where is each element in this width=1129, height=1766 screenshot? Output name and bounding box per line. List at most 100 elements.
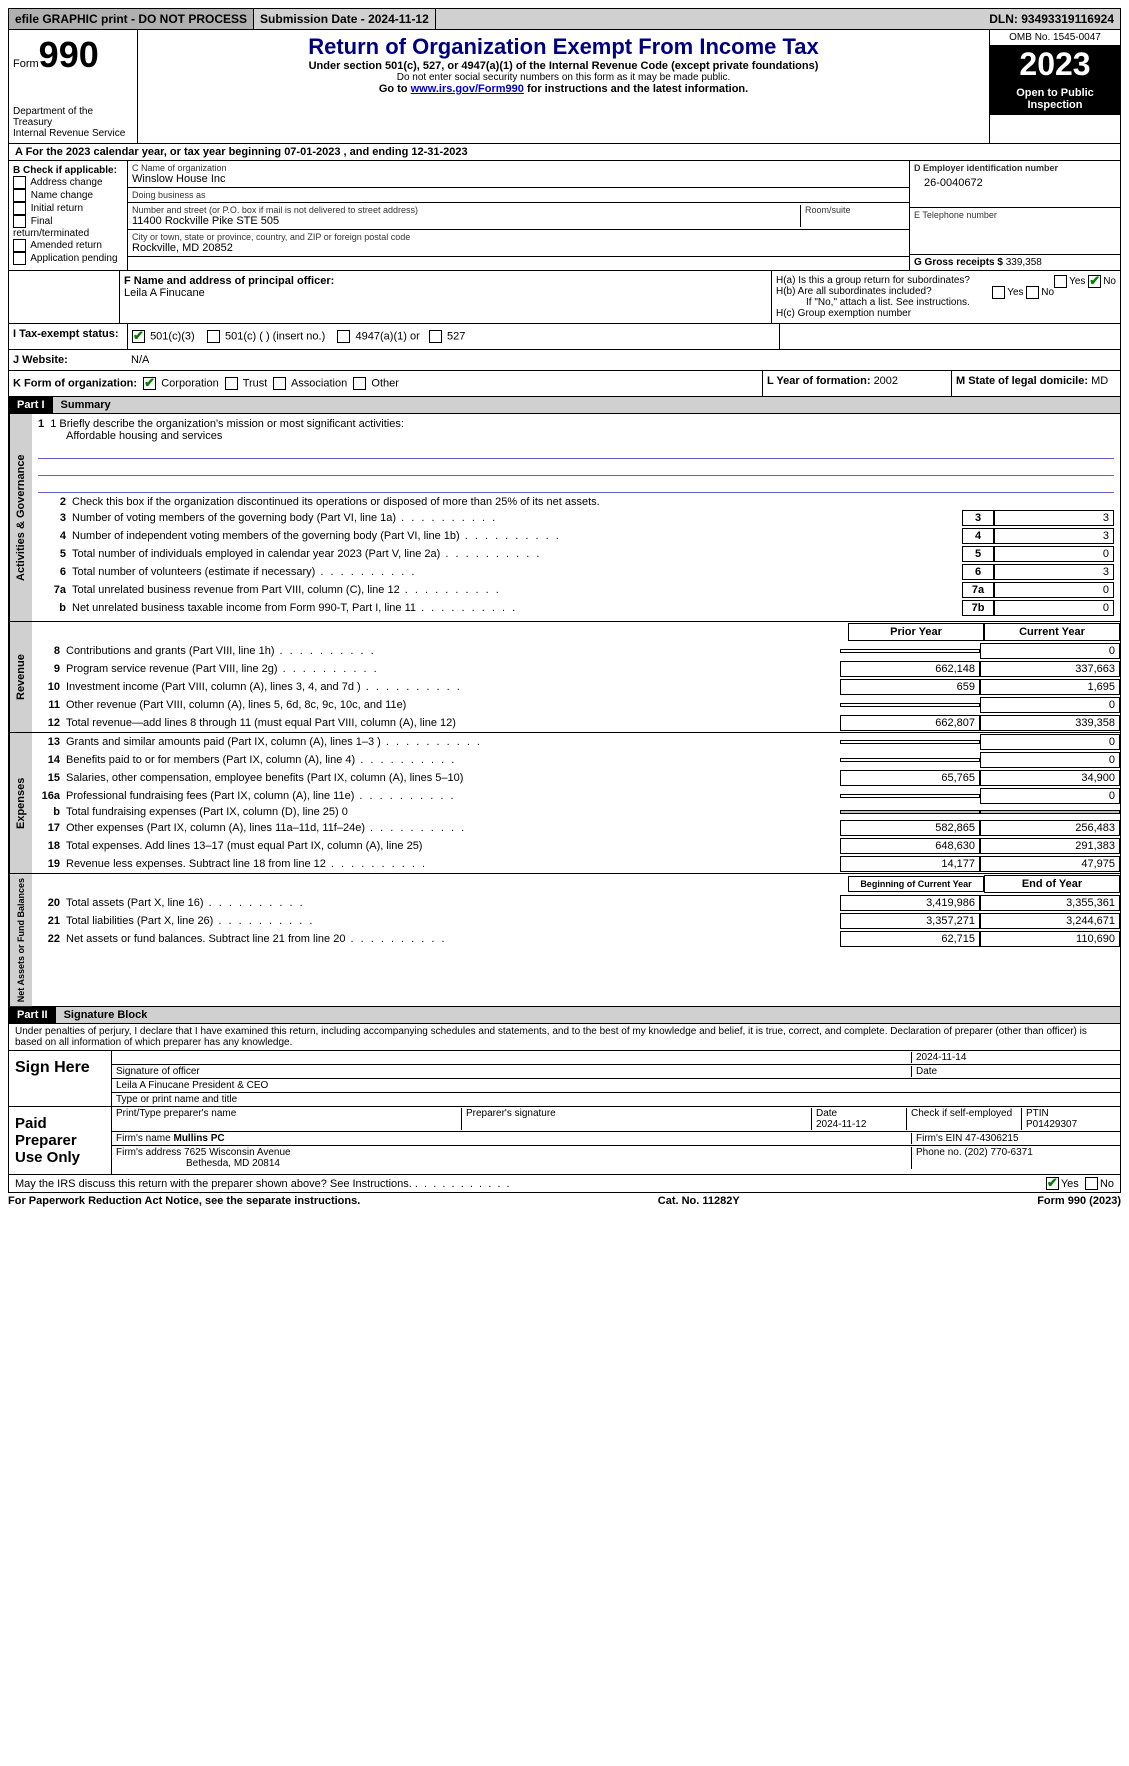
line-10-desc: Investment income (Part VIII, column (A)… [66, 681, 840, 693]
gross-receipts-label: G Gross receipts $ [914, 257, 1006, 268]
line-15-desc: Salaries, other compensation, employee b… [66, 772, 840, 784]
chk-501c3[interactable] [132, 330, 145, 343]
chk-ha-no[interactable] [1088, 275, 1101, 288]
cat-no: Cat. No. 11282Y [360, 1195, 1037, 1207]
state-domicile-label: M State of legal domicile: [956, 375, 1088, 387]
sign-date: 2024-11-14 [911, 1052, 1116, 1063]
chk-discuss-no[interactable] [1085, 1177, 1098, 1190]
col-eoy: End of Year [984, 875, 1120, 893]
signature-block: Sign Here 2024-11-14 Signature of office… [8, 1051, 1121, 1193]
line-17-c: 256,483 [980, 820, 1120, 836]
topbar: efile GRAPHIC print - DO NOT PROCESS Sub… [8, 8, 1121, 30]
line-21-c: 3,244,671 [980, 913, 1120, 929]
mission-blank [38, 444, 1114, 459]
date-label: Date [911, 1066, 1116, 1077]
col-prior: Prior Year [848, 623, 984, 641]
form-header: Form990 Department of the Treasury Inter… [8, 30, 1121, 144]
tab-revenue: Revenue [9, 622, 32, 732]
line-19-c: 47,975 [980, 856, 1120, 872]
self-employed-label: Check if self-employed [907, 1108, 1022, 1130]
firm-addr2: Bethesda, MD 20814 [116, 1158, 280, 1169]
chk-hb-yes[interactable] [992, 286, 1005, 299]
line-7b-desc: Net unrelated business taxable income fr… [72, 602, 962, 614]
line-8-current: 0 [980, 643, 1120, 659]
line-16b-c [980, 810, 1120, 814]
submission-date: Submission Date - 2024-11-12 [254, 9, 436, 29]
line-11-prior [840, 703, 980, 707]
col-boy: Beginning of Current Year [848, 876, 984, 892]
line-12-current: 339,358 [980, 715, 1120, 731]
type-print-label: Type or print name and title [112, 1093, 1120, 1106]
line-17-desc: Other expenses (Part IX, column (A), lin… [66, 822, 840, 834]
line-18-p: 648,630 [840, 838, 980, 854]
mission-text: Affordable housing and services [38, 430, 1114, 442]
mission-blank [38, 478, 1114, 493]
line-15-c: 34,900 [980, 770, 1120, 786]
chk-4947[interactable] [337, 330, 350, 343]
line-16a-c: 0 [980, 788, 1120, 804]
subtitle-2: Do not enter social security numbers on … [142, 72, 985, 83]
line-6-val: 3 [994, 564, 1114, 580]
line-18-c: 291,383 [980, 838, 1120, 854]
line-4-desc: Number of independent voting members of … [72, 530, 962, 542]
row-a-period: A For the 2023 calendar year, or tax yea… [8, 144, 1121, 161]
ein-label: D Employer identification number [914, 163, 1058, 173]
chk-501c[interactable] [207, 330, 220, 343]
irs-link[interactable]: www.irs.gov/Form990 [411, 83, 524, 95]
chk-corp[interactable] [143, 377, 156, 390]
chk-hb-no[interactable] [1026, 286, 1039, 299]
chk-amended[interactable] [13, 239, 26, 252]
box-h: H(a) Is this a group return for subordin… [772, 271, 1120, 323]
tab-expenses: Expenses [9, 733, 32, 873]
chk-assoc[interactable] [273, 377, 286, 390]
line-22-desc: Net assets or fund balances. Subtract li… [66, 933, 840, 945]
line-8-desc: Contributions and grants (Part VIII, lin… [66, 645, 840, 657]
firm-addr1: 7625 Wisconsin Avenue [184, 1147, 291, 1158]
chk-other[interactable] [353, 377, 366, 390]
open-public: Open to Public Inspection [990, 83, 1120, 115]
officer-typed-name: Leila A Finucane President & CEO [112, 1079, 1120, 1093]
line-9-current: 337,663 [980, 661, 1120, 677]
chk-discuss-yes[interactable] [1046, 1177, 1059, 1190]
chk-527[interactable] [429, 330, 442, 343]
tab-net-assets: Net Assets or Fund Balances [9, 874, 32, 1006]
chk-initial-return[interactable] [13, 202, 26, 215]
sig-of-officer-label: Signature of officer [116, 1066, 911, 1077]
line-2: Check this box if the organization disco… [72, 496, 1114, 508]
chk-name-change[interactable] [13, 189, 26, 202]
firm-ein: 47-4306215 [965, 1133, 1018, 1144]
dept-treasury: Department of the Treasury [13, 106, 133, 128]
chk-address-change[interactable] [13, 176, 26, 189]
col-current: Current Year [984, 623, 1120, 641]
phone-label: E Telephone number [914, 210, 1116, 220]
fh-row: F Name and address of principal officer:… [8, 271, 1121, 324]
section-governance: Activities & Governance 1 1 Briefly desc… [8, 414, 1121, 622]
chk-ha-yes[interactable] [1054, 275, 1067, 288]
line-18-desc: Total expenses. Add lines 13–17 (must eq… [66, 840, 840, 852]
preparer-date: 2024-11-12 [816, 1119, 866, 1130]
section-expenses: Expenses 13Grants and similar amounts pa… [8, 733, 1121, 874]
line-14-c: 0 [980, 752, 1120, 768]
line-11-desc: Other revenue (Part VIII, column (A), li… [66, 699, 840, 711]
form-org-label: K Form of organization: [13, 377, 137, 389]
section-net-assets: Net Assets or Fund Balances Beginning of… [8, 874, 1121, 1007]
org-name: Winslow House Inc [132, 173, 905, 185]
tax-year: 2023 [990, 46, 1120, 83]
line-8-prior [840, 649, 980, 653]
chk-trust[interactable] [225, 377, 238, 390]
form-word: Form [13, 58, 39, 70]
line-19-p: 14,177 [840, 856, 980, 872]
line-12-prior: 662,807 [840, 715, 980, 731]
street: 11400 Rockville Pike STE 505 [132, 215, 800, 227]
line-16b-p [840, 810, 980, 814]
mission-blank [38, 461, 1114, 476]
mission-label: 1 1 Briefly describe the organization's … [38, 418, 1114, 430]
part2-header: Part IISignature Block [8, 1007, 1121, 1024]
line-12-desc: Total revenue—add lines 8 through 11 (mu… [66, 717, 840, 729]
irs: Internal Revenue Service [13, 128, 133, 139]
chk-final-return[interactable] [13, 215, 26, 228]
line-7a-desc: Total unrelated business revenue from Pa… [72, 584, 962, 596]
line-22-c: 110,690 [980, 931, 1120, 947]
ij-row: I Tax-exempt status: 501(c)(3) 501(c) ( … [8, 324, 1121, 350]
chk-app-pending[interactable] [13, 252, 26, 265]
